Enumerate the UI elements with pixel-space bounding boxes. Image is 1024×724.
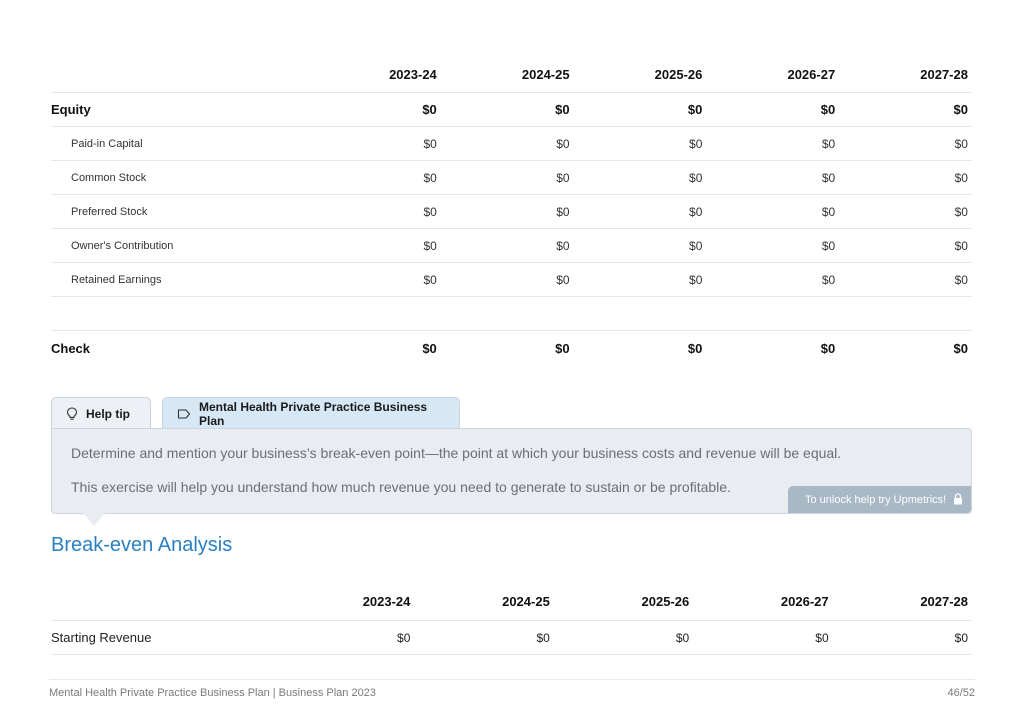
lock-icon	[954, 493, 962, 505]
spacer-row	[51, 297, 972, 331]
table-cell: $0	[675, 630, 690, 645]
table-cell: $0	[423, 272, 437, 287]
tip-pointer	[83, 513, 105, 526]
table-cell: $0	[555, 102, 570, 117]
table-cell: $0	[820, 340, 836, 356]
year-header: 2024-25	[521, 66, 570, 82]
table-cell: $0	[821, 272, 836, 287]
equity-row: Equity $0 $0 $0 $0 $0	[51, 93, 972, 127]
tip-text: Determine and mention your business’s br…	[71, 445, 842, 461]
table-cell: $0	[536, 630, 550, 645]
year-header: 2024-25	[502, 594, 550, 609]
lightbulb-icon	[66, 406, 78, 420]
row-label: Paid-in Capital	[71, 137, 143, 150]
help-tip-box: Determine and mention your business’s br…	[51, 428, 972, 514]
help-tabs: Help tip Mental Health Private Practice …	[51, 397, 460, 429]
table-cell: $0	[815, 630, 829, 645]
year-header: 2027-28	[920, 66, 968, 82]
year-header: 2026-27	[787, 66, 836, 82]
tab-business-plan[interactable]: Mental Health Private Practice Business …	[162, 397, 460, 429]
table-cell: $0	[423, 238, 437, 253]
row-label: Equity	[51, 102, 91, 117]
year-header: 2023-24	[362, 594, 411, 609]
check-row: Check $0 $0 $0 $0 $0	[51, 331, 972, 365]
table-cell: $0	[556, 170, 570, 185]
table-row: Preferred Stock $0 $0 $0 $0 $0	[51, 195, 972, 229]
table-cell: $0	[953, 102, 968, 117]
page-number: 46/52	[947, 687, 975, 699]
year-header: 2025-26	[654, 66, 703, 82]
tip-text: This exercise will help you understand h…	[71, 479, 731, 495]
footer-title: Mental Health Private Practice Business …	[49, 687, 376, 699]
table-cell: $0	[556, 204, 570, 219]
row-label: Check	[51, 340, 91, 356]
table-cell: $0	[821, 238, 836, 253]
table-cell: $0	[821, 204, 836, 219]
table-header-row: 2023-24 2024-25 2025-26 2026-27 2027-28	[51, 56, 972, 93]
table-cell: $0	[556, 238, 570, 253]
table-cell: $0	[687, 102, 703, 117]
row-label: Starting Revenue	[51, 630, 152, 645]
breakeven-table: 2023-24 2024-25 2025-26 2026-27 2027-28 …	[51, 583, 972, 655]
table-row: Paid-in Capital $0 $0 $0 $0 $0	[51, 127, 972, 161]
unlock-help-button[interactable]: To unlock help try Upmetrics!	[788, 486, 971, 513]
table-cell: $0	[821, 136, 836, 151]
table-header-row: 2023-24 2024-25 2025-26 2026-27 2027-28	[51, 583, 972, 621]
table-row: Owner's Contribution $0 $0 $0 $0 $0	[51, 229, 972, 263]
table-cell: $0	[689, 204, 703, 219]
table-row: Starting Revenue $0 $0 $0 $0 $0	[51, 621, 972, 655]
row-label: Owner's Contribution	[71, 239, 174, 252]
table-row: Common Stock $0 $0 $0 $0 $0	[51, 161, 972, 195]
table-cell: $0	[689, 272, 703, 287]
table-cell: $0	[689, 170, 703, 185]
row-label: Preferred Stock	[71, 205, 148, 218]
page-footer: Mental Health Private Practice Business …	[49, 679, 975, 699]
tab-label: Help tip	[86, 406, 130, 421]
table-cell: $0	[954, 272, 968, 287]
table-cell: $0	[555, 340, 570, 356]
table-cell: $0	[423, 136, 437, 151]
year-header: 2025-26	[641, 594, 690, 609]
year-header: 2026-27	[780, 594, 829, 609]
table-cell: $0	[689, 136, 703, 151]
year-header: 2023-24	[389, 66, 437, 82]
table-cell: $0	[423, 170, 437, 185]
table-cell: $0	[954, 170, 968, 185]
table-cell: $0	[689, 238, 703, 253]
table-cell: $0	[954, 204, 968, 219]
tag-icon	[177, 408, 191, 419]
table-cell: $0	[954, 630, 969, 645]
table-cell: $0	[556, 272, 570, 287]
row-label: Common Stock	[71, 171, 147, 184]
year-header: 2027-28	[920, 594, 969, 609]
table-cell: $0	[954, 136, 968, 151]
table-cell: $0	[687, 340, 703, 356]
section-title: Break-even Analysis	[51, 534, 233, 556]
table-cell: $0	[954, 238, 968, 253]
table-cell: $0	[422, 102, 437, 117]
table-cell: $0	[397, 630, 411, 645]
table-cell: $0	[821, 170, 836, 185]
table-row: Retained Earnings $0 $0 $0 $0 $0	[51, 263, 972, 297]
table-cell: $0	[556, 136, 570, 151]
row-label: Retained Earnings	[71, 273, 162, 286]
equity-table: 2023-24 2024-25 2025-26 2026-27 2027-28 …	[51, 56, 972, 365]
table-cell: $0	[423, 204, 437, 219]
table-cell: $0	[820, 102, 836, 117]
table-cell: $0	[953, 340, 968, 356]
tab-help-tip[interactable]: Help tip	[51, 397, 151, 429]
unlock-label: To unlock help try Upmetrics!	[805, 493, 947, 506]
table-cell: $0	[422, 340, 437, 356]
tab-label: Mental Health Private Practice Business …	[199, 399, 428, 428]
